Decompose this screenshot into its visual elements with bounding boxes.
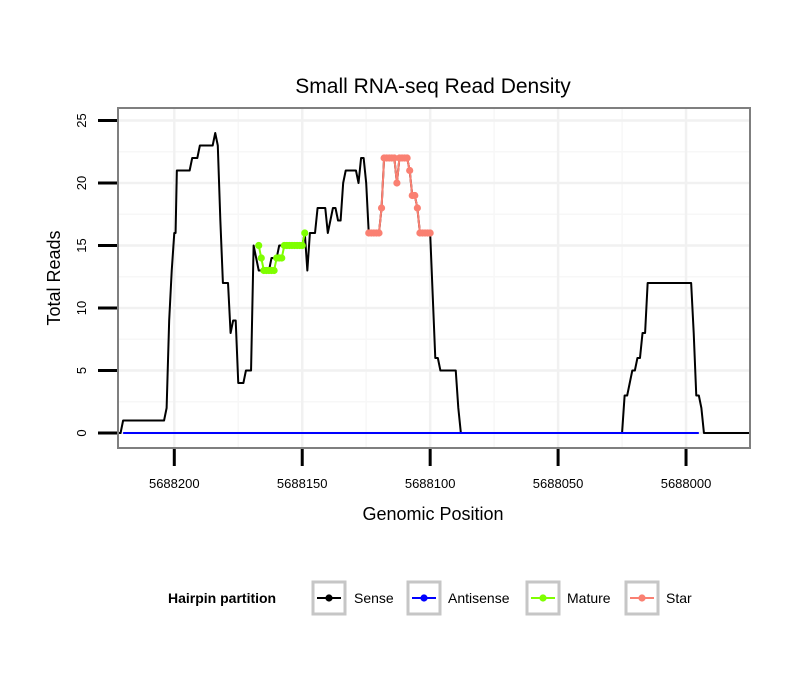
data-point-star bbox=[411, 191, 419, 200]
legend-label-sense: Sense bbox=[354, 590, 394, 606]
legend-label-star: Star bbox=[666, 590, 692, 606]
x-tick-label: 5688050 bbox=[533, 476, 584, 491]
data-point-star bbox=[393, 179, 401, 187]
data-point-mature bbox=[278, 254, 286, 262]
y-tick-label: 0 bbox=[74, 429, 89, 436]
x-tick-label: 5688150 bbox=[277, 476, 328, 491]
legend: Hairpin partition Sense Antisense Mature St… bbox=[168, 580, 692, 616]
series-layer bbox=[110, 132, 750, 434]
y-tick-label: 5 bbox=[74, 367, 89, 374]
legend-key-marker-sense bbox=[325, 594, 333, 602]
legend-item-antisense: Antisense bbox=[406, 580, 510, 616]
legend-item-sense: Sense bbox=[311, 580, 394, 616]
y-axis-label: Total Reads bbox=[44, 230, 64, 325]
series-mature bbox=[255, 229, 309, 275]
y-axis: 0 5 10 15 20 25 bbox=[74, 113, 117, 437]
data-point-mature bbox=[298, 241, 306, 250]
chart-title: Small RNA-seq Read Density bbox=[295, 75, 571, 98]
x-axis: 5688200 5688150 5688100 5688050 5688000 bbox=[149, 449, 711, 491]
data-point-star bbox=[406, 166, 414, 175]
series-sense bbox=[110, 132, 750, 434]
legend-items: Sense Antisense Mature Star bbox=[311, 580, 692, 616]
legend-item-star: Star bbox=[624, 580, 692, 616]
plot-panel bbox=[118, 108, 750, 448]
x-tick-label: 5688000 bbox=[661, 476, 712, 491]
y-tick-label: 25 bbox=[74, 113, 89, 127]
data-point-star bbox=[413, 204, 421, 212]
x-tick-label: 5688100 bbox=[405, 476, 456, 491]
data-point-mature bbox=[255, 241, 263, 250]
legend-title: Hairpin partition bbox=[168, 590, 276, 606]
legend-label-antisense: Antisense bbox=[448, 590, 510, 606]
plot-border bbox=[117, 107, 751, 449]
legend-item-mature: Mature bbox=[525, 580, 611, 616]
data-point-star bbox=[426, 229, 434, 237]
legend-label-mature: Mature bbox=[567, 590, 611, 606]
data-point-star bbox=[390, 154, 398, 162]
data-point-star bbox=[375, 229, 383, 237]
series-line-sense bbox=[110, 132, 750, 434]
series-star bbox=[365, 154, 434, 237]
y-tick-label: 10 bbox=[74, 301, 89, 315]
y-tick-label: 20 bbox=[74, 176, 89, 190]
y-tick-label: 15 bbox=[74, 238, 89, 252]
data-point-mature bbox=[257, 254, 265, 262]
x-axis-label: Genomic Position bbox=[362, 504, 503, 524]
legend-key-marker-antisense bbox=[420, 594, 428, 602]
x-tick-label: 5688200 bbox=[149, 476, 200, 491]
legend-key-marker-mature bbox=[539, 594, 547, 602]
data-point-mature bbox=[301, 229, 309, 237]
legend-key-marker-star bbox=[638, 594, 646, 602]
data-point-mature bbox=[270, 266, 278, 275]
data-point-star bbox=[377, 204, 386, 212]
data-point-star bbox=[403, 154, 411, 162]
